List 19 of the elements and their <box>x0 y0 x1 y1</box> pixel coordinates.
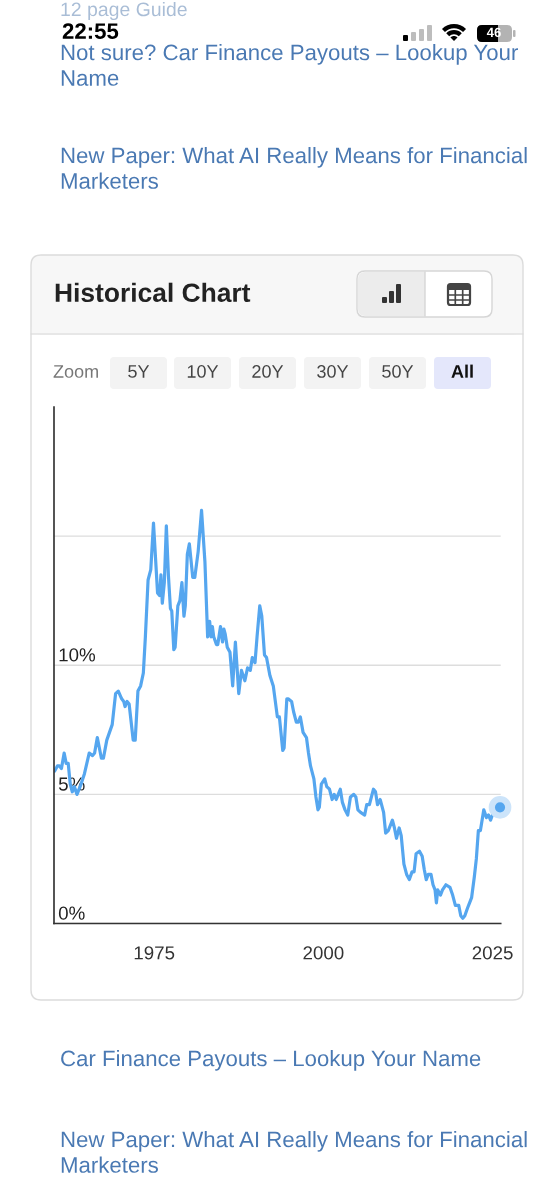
chart-title: Historical Chart <box>55 282 251 303</box>
text: 22:55 <box>62 23 119 39</box>
text: 20Y <box>252 365 284 378</box>
text: 5Y <box>128 365 150 378</box>
text: 12 page Guide <box>61 1 187 21</box>
x-tick-label: 1975 <box>134 946 175 960</box>
text: 10Y <box>187 365 219 378</box>
text: 50Y <box>382 365 414 378</box>
text: New Paper: What AI Really Means for Financial Marketers <box>61 1131 527 1173</box>
text: Zoom <box>53 365 98 378</box>
y-tick-label: 10% <box>59 648 96 662</box>
text: Car Finance Payouts – Lookup Your Name <box>61 1050 481 1071</box>
y-tick-label: 0% <box>58 906 85 920</box>
text: New Paper: What AI Really Means for Financial Marketers <box>61 147 527 189</box>
text: 30Y <box>317 365 349 378</box>
x-tick-label: 2025 <box>472 946 513 960</box>
x-tick-label: 2000 <box>303 946 344 960</box>
text: Not sure? Car Finance Payouts – Lookup Your Name <box>61 44 518 86</box>
text: All <box>451 364 473 378</box>
